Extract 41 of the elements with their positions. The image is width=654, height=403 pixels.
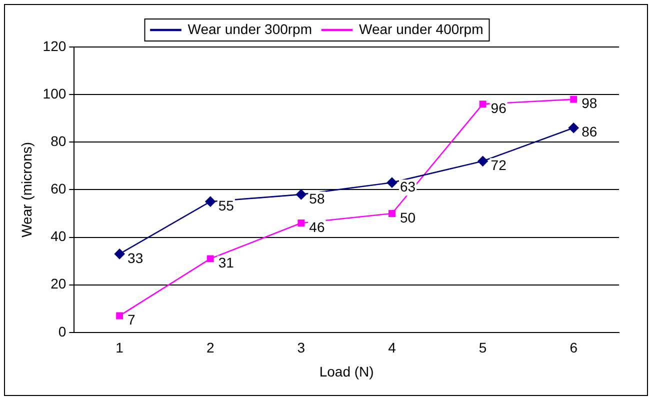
y-tick-label: 80 [50, 132, 66, 149]
data-label: 46 [309, 218, 325, 235]
data-label: 55 [218, 197, 234, 214]
y-axis-title: Wear (microns) [18, 142, 34, 238]
y-tick-label: 40 [50, 228, 66, 244]
x-tick-label: 5 [478, 340, 487, 356]
point [388, 210, 396, 217]
point [298, 220, 305, 226]
y-tick-label: 0 [58, 323, 66, 340]
point [205, 196, 216, 207]
point [386, 177, 398, 188]
data-label: 58 [309, 190, 325, 206]
y-tick-label: 120 [42, 38, 66, 54]
x-tick-label: 4 [388, 340, 396, 356]
point [296, 189, 306, 200]
data-label: 31 [218, 254, 234, 271]
point [570, 96, 578, 103]
point [116, 312, 124, 320]
data-label: 96 [490, 100, 507, 116]
legend-label: Wear under 300rpm [188, 20, 312, 37]
data-label: 50 [400, 209, 416, 226]
x-tick-label: 2 [206, 340, 214, 356]
point [206, 255, 214, 262]
data-label: 63 [400, 178, 416, 194]
x-tick-label: 3 [297, 340, 306, 356]
data-label: 7 [128, 312, 136, 328]
point [568, 122, 579, 134]
point [478, 156, 488, 166]
point [479, 100, 486, 108]
x-tick-label: 1 [116, 340, 124, 356]
legend-label: Wear under 400rpm [359, 20, 484, 37]
data-label: 98 [582, 95, 598, 112]
y-tick-label: 60 [50, 180, 66, 197]
x-axis-title: Load (N) [319, 363, 374, 380]
y-tick-label: 20 [50, 276, 66, 292]
data-label: 86 [582, 124, 598, 140]
data-label: 72 [490, 157, 507, 174]
y-tick-label: 100 [42, 85, 66, 102]
point [114, 248, 125, 260]
x-tick-label: 6 [570, 340, 578, 356]
data-label: 33 [128, 250, 144, 266]
